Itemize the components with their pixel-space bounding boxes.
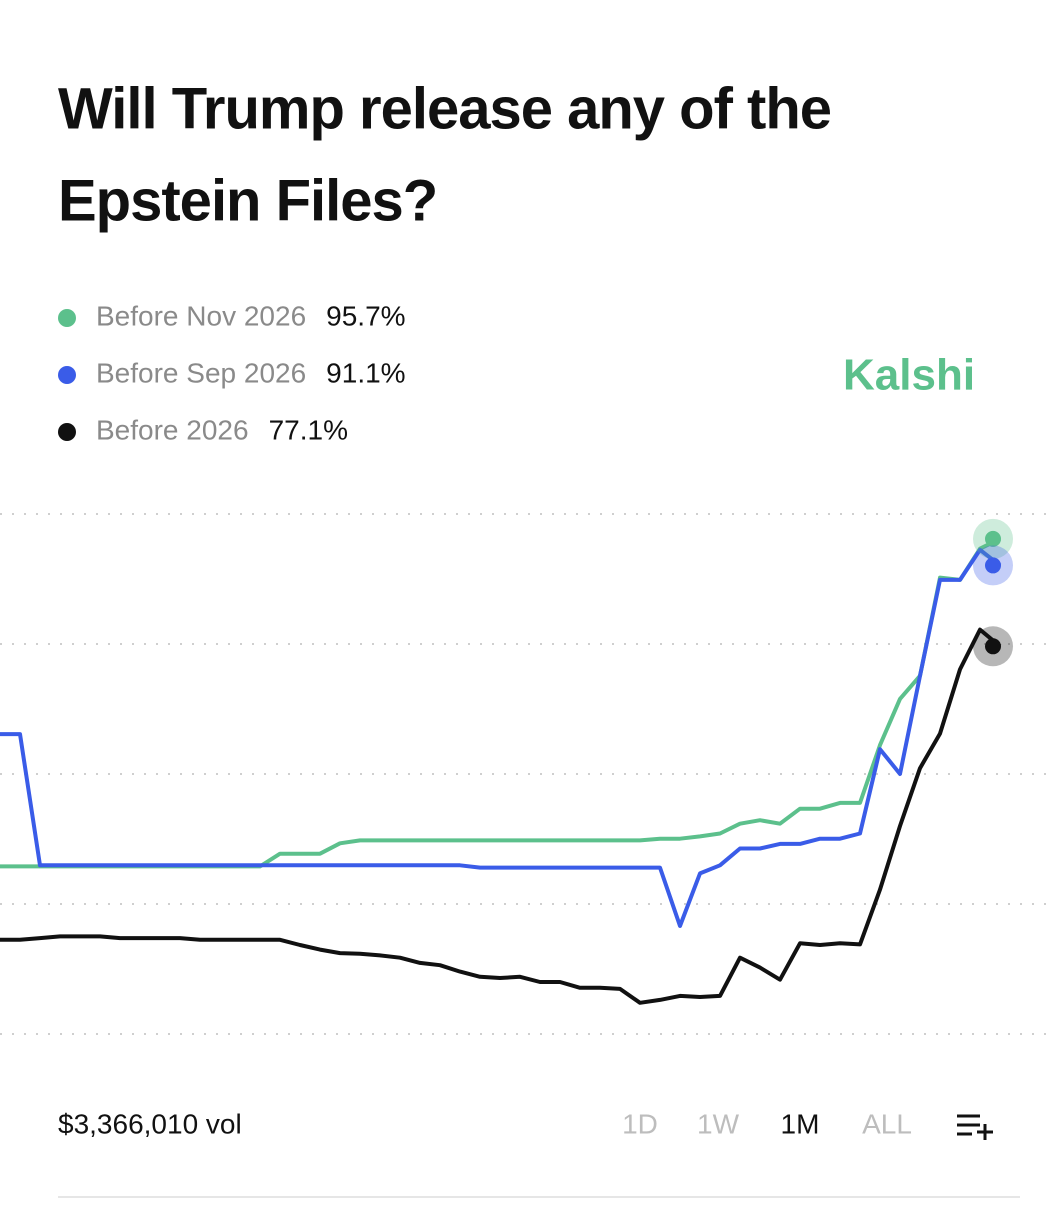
legend-dot	[58, 423, 76, 441]
range-button[interactable]: ALL	[862, 1108, 912, 1139]
end-dot	[985, 530, 1001, 547]
legend-dot	[58, 366, 76, 384]
series-line	[0, 537, 1001, 869]
legend-name: Before Nov 2026	[96, 300, 306, 331]
legend-value: 77.1%	[269, 414, 348, 445]
legend-value: 91.1%	[326, 357, 405, 388]
series-line	[0, 627, 1002, 1005]
title-line: Will Trump release any of the	[58, 76, 831, 141]
end-dot	[985, 638, 1001, 655]
legend-name: Before Sep 2026	[96, 357, 306, 388]
legend-dot	[58, 309, 76, 327]
add-icon[interactable]	[957, 1114, 993, 1140]
end-dot	[985, 557, 1001, 574]
title-line: Epstein Files?	[58, 168, 437, 233]
brand: Kalshi	[843, 351, 975, 400]
legend-name: Before 2026	[96, 414, 249, 445]
range-button[interactable]: 1M	[781, 1108, 820, 1139]
volume: $3,366,010 vol	[58, 1108, 242, 1139]
legend-value: 95.7%	[326, 300, 405, 331]
range-button[interactable]: 1D	[622, 1108, 658, 1139]
range-button[interactable]: 1W	[697, 1108, 740, 1139]
series-line	[0, 547, 1002, 928]
